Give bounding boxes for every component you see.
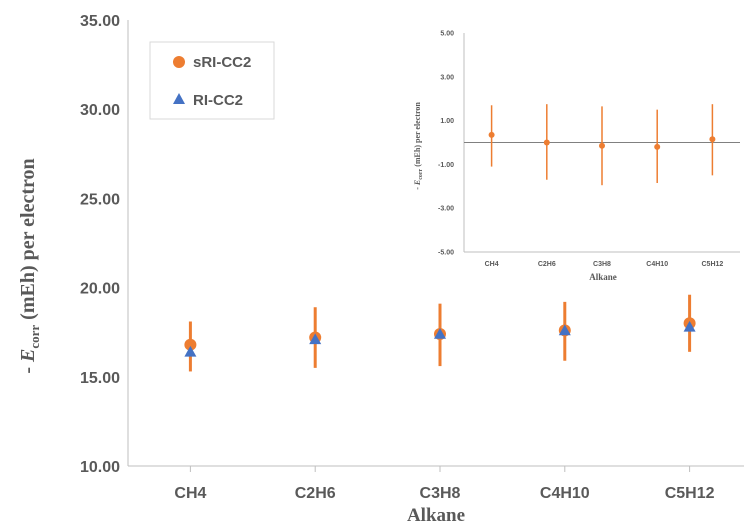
inset-x-tick-label: C4H10: [646, 261, 668, 268]
main-x-tick-label: C3H8: [420, 485, 461, 502]
inset-y-tick-label: -5.00: [438, 250, 454, 257]
main-y-tick-label: 35.00: [80, 13, 120, 30]
main-point-0: [184, 338, 197, 351]
main-y-tick-label: 30.00: [80, 102, 120, 119]
legend-box: [149, 41, 275, 120]
inset-y-tick-label: -3.00: [438, 206, 454, 213]
main-y-label-prefix: -: [17, 362, 39, 374]
legend-label-sri-cc2: sRI-CC2: [193, 54, 251, 71]
main-x-axis-label: Alkane: [407, 505, 465, 526]
main-point-1: [309, 333, 322, 345]
inset-x-tick-label: C3H8: [593, 261, 611, 268]
main-y-tick-label: 20.00: [80, 281, 120, 298]
main-y-tick-label: 25.00: [80, 191, 120, 208]
inset-y-axis-label: - Ecorr (mEh) per electron: [413, 102, 424, 190]
inset-plot: -5.00-3.00-1.001.003.005.00 CH4 C2H6 C3H8 C…: [402, 22, 744, 284]
main-x-tick-label: C2H6: [295, 485, 336, 502]
main-y-axis-label: - Ecorr (mEh) per electron: [17, 158, 42, 373]
inset-y-label-suffix: (mEh) per electron: [413, 102, 422, 169]
inset-y-label-sub: corr: [418, 168, 424, 179]
main-y-label-var: E: [17, 349, 39, 363]
main-y-label-sub: corr: [27, 325, 42, 349]
legend: sRI-CC2 RI-CC2: [149, 41, 275, 120]
main-y-tick-label: 15.00: [80, 370, 120, 387]
inset-x-tick-labels: CH4 C2H6 C3H8 C4H10 C5H12: [485, 261, 724, 268]
main-x-tick-marks: [189, 466, 691, 472]
main-x-tick-label: C4H10: [540, 485, 590, 502]
legend-marker-ri-cc2: [173, 93, 185, 104]
inset-background: [402, 22, 744, 284]
inset-point-0: [488, 131, 495, 138]
inset-points: [488, 131, 716, 150]
inset-point-0: [709, 136, 716, 143]
main-point-1: [184, 345, 197, 357]
inset-point-0: [599, 142, 605, 149]
main-point-1: [434, 327, 446, 339]
main-x-tick-labels: CH4 C2H6 C3H8 C4H10 C5H12: [174, 485, 714, 502]
main-plot: 10.00 15.00 20.00 25.00 30.00 35.00 CH4 C2H6 C3…: [17, 13, 744, 526]
inset-x-tick-label: C5H12: [702, 261, 724, 268]
main-points: [184, 317, 696, 357]
inset-y-tick-label: 5.00: [440, 31, 454, 38]
legend-marker-sri-cc2: [173, 56, 185, 68]
inset-y-label-var: E: [413, 180, 422, 186]
inset-y-tick-label: 1.00: [440, 118, 454, 125]
inset-x-axis-label: Alkane: [589, 272, 617, 282]
inset-point-0: [654, 143, 661, 150]
main-y-label-suffix: (mEh) per electron: [17, 158, 39, 324]
inset-x-tick-label: CH4: [485, 261, 499, 268]
legend-label-ri-cc2: RI-CC2: [193, 92, 243, 109]
main-x-tick-label: C5H12: [665, 485, 715, 502]
main-y-tick-labels: 10.00 15.00 20.00 25.00 30.00 35.00: [80, 13, 120, 476]
inset-y-label-prefix: -: [413, 185, 422, 190]
inset-point-0: [543, 139, 550, 146]
inset-y-tick-label: 3.00: [440, 74, 454, 81]
main-point-1: [558, 324, 571, 336]
inset-x-tick-label: C2H6: [538, 261, 556, 268]
inset-y-tick-label: -1.00: [438, 162, 454, 169]
main-y-tick-label: 10.00: [80, 459, 120, 476]
main-point-1: [683, 320, 696, 332]
inset-y-tick-labels: -5.00 -3.00 -1.00 1.00 3.00 5.00: [438, 31, 454, 257]
main-x-tick-label: CH4: [174, 485, 206, 502]
